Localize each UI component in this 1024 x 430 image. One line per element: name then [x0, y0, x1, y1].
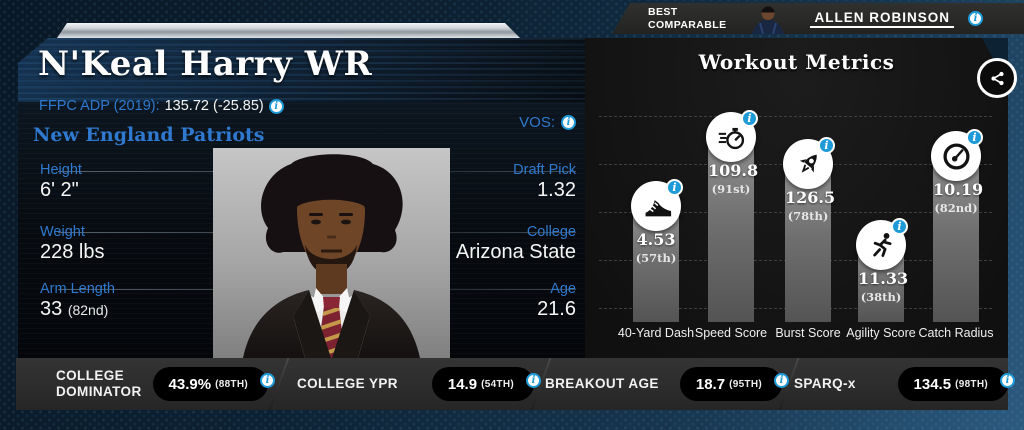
metric-value: 10.19: [933, 180, 984, 199]
stat-value: 43.9%: [168, 375, 212, 393]
chart-gridline: [599, 116, 992, 117]
attribute-label: Arm Length: [40, 281, 115, 297]
metric-info-icon[interactable]: i: [818, 137, 835, 154]
metric-percentile: (78th): [787, 209, 829, 223]
bottom-stats-bar: COLLEGE DOMINATOR 43.9% (88TH) i COLLEGE YPR…: [16, 358, 1015, 410]
player-info-panel: N'Keal Harry WR FFPC ADP (2019): 135.72 …: [18, 38, 585, 358]
workout-metrics-panel: Workout Metrics i 4.53 (57th) 40-Yard Dash i…: [585, 38, 1017, 358]
chart-title: Workout Metrics: [698, 50, 895, 74]
stat-info-icon[interactable]: i: [774, 373, 789, 388]
metric-percentile: (57th): [635, 251, 677, 265]
stat-segment-college-dominator: COLLEGE DOMINATOR 43.9% (88TH) i: [56, 358, 275, 410]
metric-value: 11.33: [858, 269, 909, 288]
vos-row: VOS: i: [519, 114, 576, 131]
metric-info-icon[interactable]: i: [966, 129, 983, 146]
metric-info-icon[interactable]: i: [891, 218, 908, 235]
stat-pill: 43.9% (88TH) i: [152, 367, 275, 401]
attribute-row: Height 6' 2": [40, 162, 82, 202]
stat-segment-sparq-x: SPARQ-x 134.5 (98TH) i: [794, 358, 1015, 410]
comparable-player-thumbnail: [740, 4, 796, 34]
header-streak-decoration: [18, 38, 585, 102]
best-comparable-label-line1: BEST: [648, 5, 678, 18]
stat-label: SPARQ-x: [794, 376, 856, 392]
stat-info-icon[interactable]: i: [1000, 373, 1015, 388]
axis-label-speed-score: Speed Score: [694, 326, 768, 340]
axis-label-catch-radius: Catch Radius: [918, 326, 994, 340]
metric-info-icon[interactable]: i: [741, 110, 758, 127]
axis-label-40-yard-dash: 40-Yard Dash: [617, 326, 695, 340]
metric-value: 109.8: [708, 161, 759, 180]
stat-value: 14.9: [447, 375, 478, 393]
metric-value: 4.53: [636, 230, 676, 249]
share-button[interactable]: [977, 58, 1017, 98]
attribute-label: Draft Pick: [513, 162, 576, 178]
stat-percentile: (95TH): [729, 378, 762, 390]
best-comparable-label: BEST COMPARABLE: [648, 6, 726, 31]
attribute-row: Draft Pick 1.32: [513, 162, 576, 202]
attribute-value: 6' 2": [40, 179, 79, 201]
adp-label: FFPC ADP (2019):: [39, 98, 160, 114]
stat-value: 134.5: [913, 375, 952, 393]
vos-info-icon[interactable]: i: [561, 115, 576, 130]
attribute-value: 33 (82nd): [40, 298, 109, 320]
stat-pill: 18.7 (95TH) i: [679, 367, 789, 401]
adp-info-icon[interactable]: i: [268, 98, 284, 114]
best-comparable-label-line2: COMPARABLE: [648, 18, 727, 31]
stat-segment-college-ypr: COLLEGE YPR 14.9 (54TH) i: [297, 358, 541, 410]
best-comparable-info-icon[interactable]: i: [967, 11, 983, 26]
stat-info-icon[interactable]: i: [260, 373, 275, 388]
attribute-row: Arm Length 33 (82nd): [40, 281, 115, 321]
attribute-label: College: [526, 224, 576, 240]
vos-label: VOS:: [519, 114, 555, 131]
metric-percentile: (82nd): [934, 201, 978, 215]
top-chrome-strip: [57, 23, 520, 38]
metric-bar-catch-radius[interactable]: [933, 156, 979, 322]
adp-line: FFPC ADP (2019): 135.72 (-25.85) i: [39, 98, 284, 114]
best-comparable-bar: BEST COMPARABLE ALLEN ROBINSON i: [612, 3, 1024, 34]
attribute-label: Height: [40, 162, 82, 178]
comparable-player-link[interactable]: ALLEN ROBINSON: [810, 10, 954, 28]
metric-value: 126.5: [785, 188, 836, 207]
stat-info-icon[interactable]: i: [526, 373, 541, 388]
adp-value: 135.72 (-25.85): [164, 98, 264, 114]
stat-percentile: (88TH): [215, 378, 248, 390]
metric-bar-speed-score[interactable]: [708, 137, 754, 322]
team-name: New England Patriots: [33, 124, 265, 146]
attribute-label: Weight: [40, 224, 85, 240]
page-title: N'Keal Harry WR: [38, 44, 373, 84]
attribute-row: College Arizona State: [456, 224, 576, 264]
attribute-row: Weight 228 lbs: [40, 224, 105, 264]
metric-bar-burst-score[interactable]: [785, 164, 831, 322]
stat-label: BREAKOUT AGE: [545, 376, 659, 392]
axis-label-agility-score: Agility Score: [846, 326, 916, 340]
player-card: N'Keal Harry WR FFPC ADP (2019): 135.72 …: [18, 38, 1017, 358]
stat-pill: 134.5 (98TH) i: [897, 367, 1015, 401]
attribute-value: 21.6: [537, 298, 576, 320]
player-photo: [213, 148, 450, 358]
stat-segment-breakout-age: BREAKOUT AGE 18.7 (95TH) i: [545, 358, 789, 410]
stat-label: COLLEGE DOMINATOR: [56, 368, 142, 399]
stat-label: COLLEGE YPR: [297, 376, 398, 392]
attribute-value: Arizona State: [455, 241, 576, 263]
attribute-value: 228 lbs: [40, 241, 105, 263]
stat-pill: 14.9 (54TH) i: [431, 367, 541, 401]
attribute-value: 1.32: [537, 179, 576, 201]
attribute-row: Age 21.6: [537, 281, 576, 321]
metric-percentile: (91st): [711, 182, 751, 196]
attribute-label: Age: [550, 281, 576, 297]
stat-value: 18.7: [695, 375, 726, 393]
workout-metrics-chart: i 4.53 (57th) 40-Yard Dash i 109.8 (91st) Speed…: [585, 38, 1008, 358]
axis-label-burst-score: Burst Score: [775, 326, 841, 340]
metric-percentile: (38th): [860, 290, 902, 304]
metric-info-icon[interactable]: i: [666, 179, 683, 196]
stat-percentile: (54TH): [481, 378, 514, 390]
attribute-percentile: (82nd): [67, 302, 109, 318]
stat-percentile: (98TH): [955, 378, 988, 390]
